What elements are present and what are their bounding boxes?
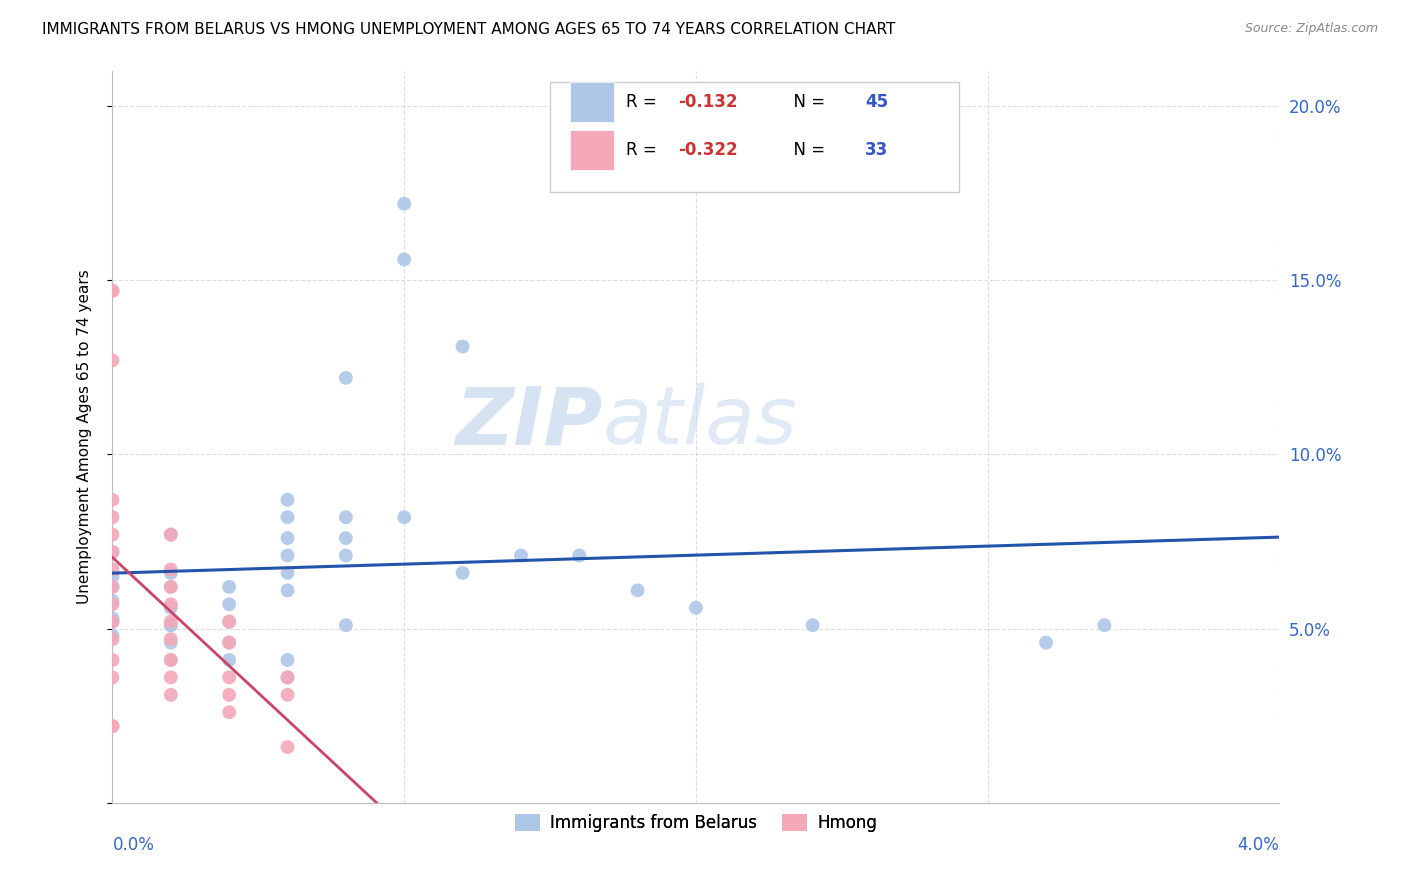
Point (101, 284, 124, 298)
Text: Source: ZipAtlas.com: Source: ZipAtlas.com (1244, 22, 1378, 36)
Point (276, 670, 298, 684)
Point (101, 492, 124, 507)
Point (160, 653, 183, 667)
Point (101, 580, 124, 594)
Point (160, 688, 183, 702)
Point (276, 583, 298, 598)
Point (101, 615, 124, 629)
Point (685, 600, 707, 615)
FancyBboxPatch shape (550, 82, 959, 192)
Point (160, 615, 183, 629)
Point (101, 510, 124, 524)
Point (335, 510, 357, 524)
Text: 4.0%: 4.0% (1237, 836, 1279, 854)
Point (801, 618, 824, 632)
Point (101, 545, 124, 559)
Point (160, 670, 183, 684)
Text: N =: N = (783, 141, 831, 159)
Point (160, 653, 183, 667)
Point (335, 618, 357, 632)
Point (1035, 635, 1057, 649)
Point (276, 549, 298, 563)
Point (101, 719, 124, 733)
Point (218, 615, 240, 629)
Point (394, 196, 416, 211)
Point (101, 670, 124, 684)
Point (101, 653, 124, 667)
Point (101, 629, 124, 643)
Text: 45: 45 (865, 93, 889, 111)
Point (160, 618, 183, 632)
Text: R =: R = (626, 93, 662, 111)
Point (276, 531, 298, 545)
Legend: Immigrants from Belarus, Hmong: Immigrants from Belarus, Hmong (509, 807, 883, 838)
Point (218, 688, 240, 702)
Bar (569, 129, 614, 170)
Point (276, 653, 298, 667)
Point (276, 688, 298, 702)
Point (394, 510, 416, 524)
Point (218, 615, 240, 629)
Y-axis label: Unemployment Among Ages 65 to 74 years: Unemployment Among Ages 65 to 74 years (77, 269, 91, 605)
Bar (569, 81, 614, 122)
Point (335, 531, 357, 545)
Point (276, 566, 298, 580)
Point (101, 569, 124, 583)
Point (276, 670, 298, 684)
Point (218, 670, 240, 684)
Text: ZIP: ZIP (456, 384, 603, 461)
Text: R =: R = (626, 141, 662, 159)
Point (160, 580, 183, 594)
Point (627, 583, 650, 598)
Point (568, 549, 591, 563)
Point (218, 597, 240, 611)
Point (451, 339, 474, 353)
Point (160, 597, 183, 611)
Point (101, 615, 124, 629)
Point (160, 632, 183, 646)
Text: IMMIGRANTS FROM BELARUS VS HMONG UNEMPLOYMENT AMONG AGES 65 TO 74 YEARS CORRELAT: IMMIGRANTS FROM BELARUS VS HMONG UNEMPLO… (42, 22, 896, 37)
Text: 33: 33 (865, 141, 889, 159)
Point (101, 353, 124, 368)
Point (276, 740, 298, 755)
Point (160, 527, 183, 541)
Point (101, 597, 124, 611)
Point (101, 545, 124, 559)
Text: atlas: atlas (603, 384, 797, 461)
Point (451, 566, 474, 580)
Point (335, 549, 357, 563)
Text: N =: N = (783, 93, 831, 111)
Point (509, 549, 531, 563)
Point (101, 719, 124, 733)
Point (160, 562, 183, 576)
Point (160, 566, 183, 580)
Point (101, 580, 124, 594)
Point (1094, 618, 1116, 632)
Text: 0.0%: 0.0% (112, 836, 155, 854)
Text: -0.322: -0.322 (679, 141, 738, 159)
Point (276, 510, 298, 524)
Point (160, 580, 183, 594)
Point (160, 600, 183, 615)
Point (218, 580, 240, 594)
Point (218, 705, 240, 719)
Point (101, 611, 124, 625)
Point (218, 635, 240, 649)
Point (160, 527, 183, 541)
Text: -0.132: -0.132 (679, 93, 738, 111)
Point (276, 492, 298, 507)
Point (218, 653, 240, 667)
Point (218, 635, 240, 649)
Point (335, 371, 357, 385)
Point (160, 635, 183, 649)
Point (101, 594, 124, 608)
Point (101, 284, 124, 298)
Point (101, 527, 124, 541)
Point (101, 562, 124, 576)
Point (101, 632, 124, 646)
Point (160, 618, 183, 632)
Point (394, 252, 416, 267)
